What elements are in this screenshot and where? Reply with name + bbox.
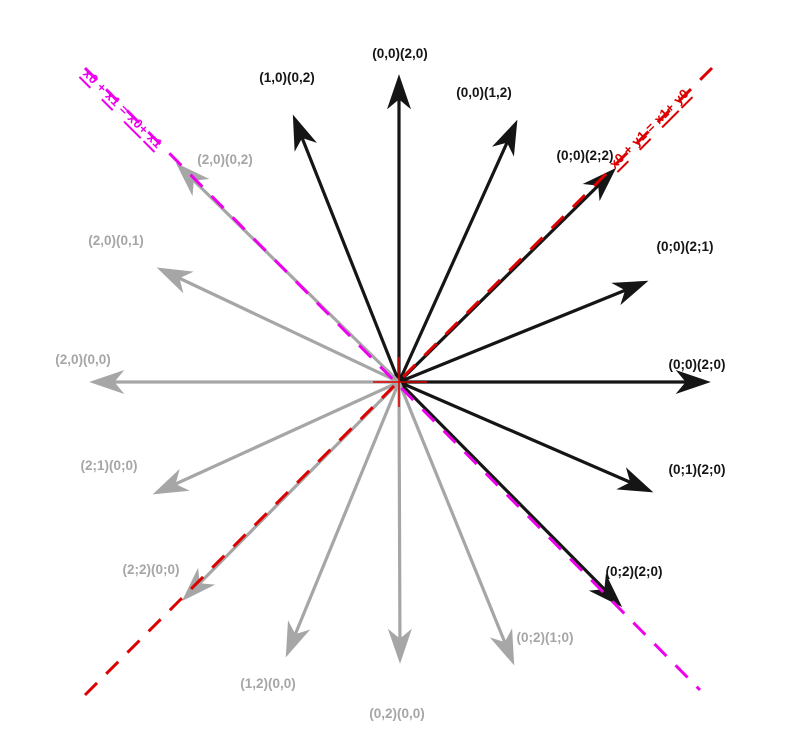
vector-arrow-down-right-steep [397, 381, 515, 666]
vector-label: (2,0)(0,0) [55, 352, 111, 367]
vector-label: (0,2)(0,0) [369, 706, 425, 721]
vector-label: (2,0)(0,2) [197, 152, 253, 167]
vector-arrow-up-left-shallow [156, 267, 400, 384]
vector-label: (0;2)(2;0) [605, 564, 662, 579]
vector-label: (2;2)(0;0) [122, 562, 179, 577]
vector-arrow-up-right-shallow [398, 280, 649, 384]
vector-label: (2,0)(0,1) [88, 233, 144, 248]
vector-arrow-up-left-steep [292, 114, 401, 383]
vector-label: (1,0)(0,2) [259, 70, 315, 85]
vector-label: (1,2)(0,0) [240, 676, 296, 691]
vector-label: (0,0)(2,0) [372, 46, 428, 61]
vector-arrow-up-right-steep [397, 119, 518, 383]
vector-arrow-diagonal-down-right [397, 380, 623, 608]
vector-label: (0;0)(2;0) [668, 357, 725, 372]
vector-label: (0;0)(2;1) [656, 239, 713, 254]
vector-arrow-down-right-shallow [398, 380, 654, 493]
magenta-dashed-diagonal-line [83, 66, 702, 692]
vector-arrow-down-left-shallow [152, 380, 400, 495]
vector-label: (0;0)(2;2) [556, 148, 613, 163]
vector-arrow-down-left-steep [285, 381, 401, 658]
vector-label: (2;1)(0;0) [80, 458, 137, 473]
vector-label: (0,0)(1,2) [456, 85, 512, 100]
vector-arrow-down [387, 381, 412, 664]
vector-label: (0;2)(1;0) [516, 630, 573, 645]
vector-label: (0;1)(2;0) [668, 462, 725, 477]
